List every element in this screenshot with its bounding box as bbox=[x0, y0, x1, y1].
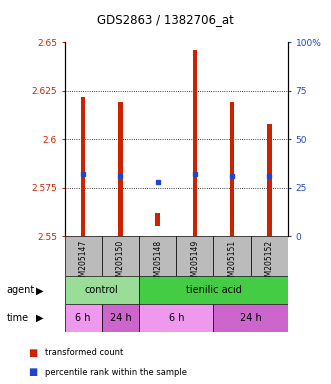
Bar bbox=[139, 276, 288, 304]
Text: GSM205147: GSM205147 bbox=[79, 239, 88, 286]
Bar bbox=[102, 304, 139, 332]
Bar bbox=[139, 236, 176, 276]
Bar bbox=[267, 124, 271, 236]
Text: 24 h: 24 h bbox=[240, 313, 261, 323]
Text: ▶: ▶ bbox=[35, 313, 43, 323]
Text: agent: agent bbox=[7, 285, 35, 295]
Text: GSM205151: GSM205151 bbox=[228, 239, 237, 286]
Text: GSM205149: GSM205149 bbox=[190, 239, 199, 286]
Bar bbox=[230, 103, 234, 236]
Text: GSM205152: GSM205152 bbox=[265, 239, 274, 286]
Bar bbox=[81, 96, 85, 236]
Bar bbox=[65, 304, 102, 332]
Bar bbox=[65, 276, 139, 304]
Text: ■: ■ bbox=[28, 367, 38, 377]
Text: 24 h: 24 h bbox=[110, 313, 131, 323]
Text: 6 h: 6 h bbox=[168, 313, 184, 323]
Text: 6 h: 6 h bbox=[75, 313, 91, 323]
Bar bbox=[213, 304, 288, 332]
Bar bbox=[139, 304, 213, 332]
Bar bbox=[118, 103, 122, 236]
Text: control: control bbox=[85, 285, 118, 295]
Bar bbox=[193, 50, 197, 236]
Text: time: time bbox=[7, 313, 29, 323]
Text: ▶: ▶ bbox=[35, 285, 43, 295]
Text: GSM205148: GSM205148 bbox=[153, 239, 162, 286]
Bar bbox=[213, 236, 251, 276]
Text: tienilic acid: tienilic acid bbox=[186, 285, 241, 295]
Text: ■: ■ bbox=[28, 348, 38, 358]
Bar bbox=[156, 213, 160, 227]
Bar bbox=[176, 236, 213, 276]
Text: transformed count: transformed count bbox=[45, 348, 123, 358]
Text: GDS2863 / 1382706_at: GDS2863 / 1382706_at bbox=[97, 13, 234, 26]
Bar bbox=[65, 236, 102, 276]
Bar bbox=[102, 236, 139, 276]
Bar bbox=[251, 236, 288, 276]
Text: percentile rank within the sample: percentile rank within the sample bbox=[45, 367, 187, 377]
Text: GSM205150: GSM205150 bbox=[116, 239, 125, 286]
